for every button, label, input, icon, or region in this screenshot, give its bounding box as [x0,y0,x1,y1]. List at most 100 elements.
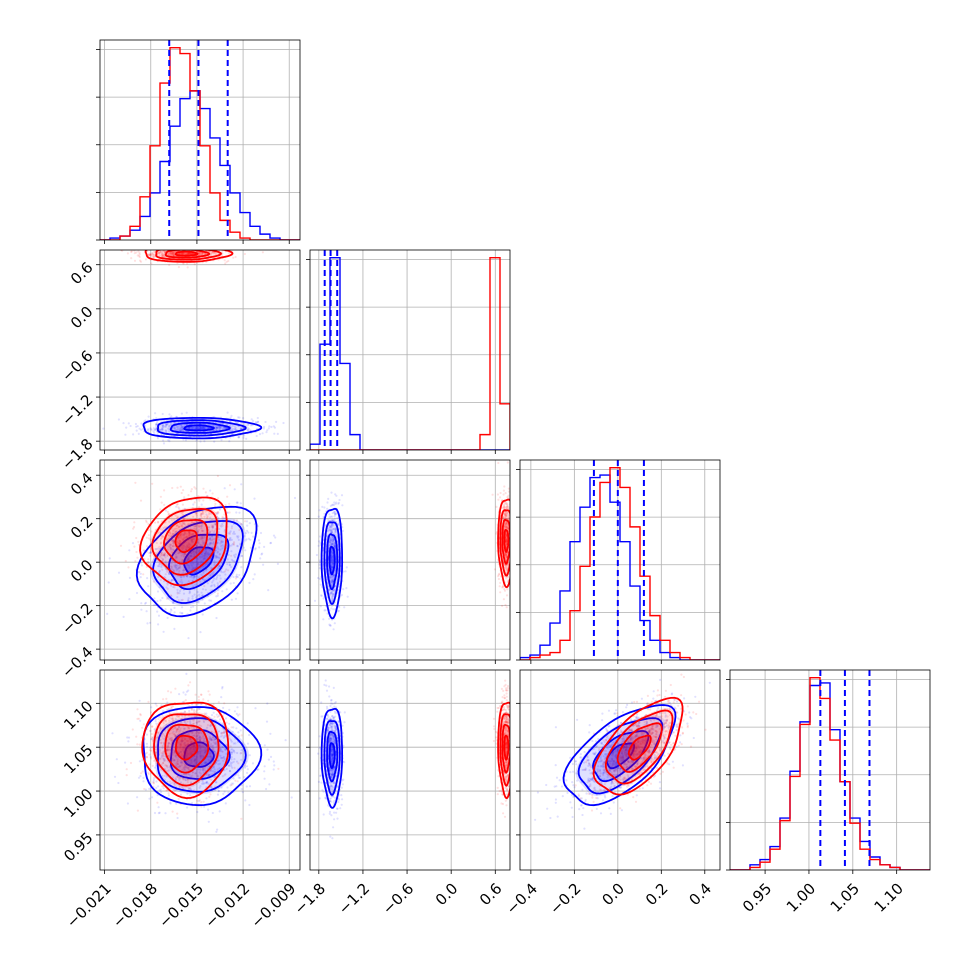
scatter-point [199,427,202,430]
scatter-point [230,748,233,751]
scatter-point [175,530,178,533]
scatter-point [172,540,175,543]
scatter-point [162,630,165,633]
scatter-point [186,575,189,578]
scatter-point [497,461,500,465]
scatter-point [228,440,231,443]
scatter-point [240,554,243,557]
scatter-point [216,474,219,478]
scatter-point [172,541,175,545]
scatter-point [188,575,192,579]
scatter-point [248,803,251,807]
scatter-point [505,606,508,609]
scatter-point [192,426,195,429]
scatter-point [203,440,206,443]
scatter-point [330,519,333,522]
scatter-panel-p0-p1 [96,249,301,454]
scatter-point [505,525,508,528]
scatter-point [186,792,189,795]
scatter-point [194,747,197,750]
scatter-point [200,512,203,515]
scatter-point [175,555,178,558]
scatter-point [242,434,246,437]
scatter-point [180,740,183,743]
scatter-point [170,252,173,255]
scatter-point [218,552,222,556]
scatter-point [191,550,194,553]
scatter-point [197,768,200,771]
scatter-point [205,551,208,554]
scatter-point [238,573,241,577]
panel-content [520,460,720,660]
scatter-point [203,536,207,539]
scatter-point [154,521,157,524]
scatter-point [167,794,170,797]
scatter-point [204,510,207,513]
scatter-point [201,537,204,540]
scatter-point [145,565,148,569]
scatter-point [195,565,198,568]
scatter-point [196,590,199,594]
scatter-point [178,569,181,573]
scatter-point [505,540,508,543]
scatter-point [198,736,201,739]
scatter-point [197,525,200,528]
scatter-point [215,426,218,429]
scatter-point [331,511,334,515]
scatter-point [184,252,187,255]
scatter-point [200,426,203,429]
scatter-point [187,426,190,429]
scatter-point [186,564,189,567]
scatter-point [152,736,155,739]
scatter-point [231,428,235,431]
scatter-point [204,761,207,764]
scatter-point [170,550,173,553]
scatter-point [175,503,179,506]
scatter-point [224,577,227,581]
scatter-point [166,554,169,558]
scatter-point [503,588,506,591]
scatter-point [172,549,175,552]
scatter-point [166,538,169,541]
scatter-point [181,524,184,528]
scatter-point [201,426,204,429]
scatter-point [217,425,221,429]
scatter-point [194,525,197,528]
scatter-point [180,546,183,549]
scatter-point [205,797,208,800]
scatter-point [168,424,171,427]
scatter-point [204,569,207,572]
scatter-point [187,558,190,561]
scatter-point [229,416,232,419]
scatter-point [188,546,191,549]
scatter-point [202,720,206,724]
scatter-point [192,515,195,518]
scatter-point [235,760,239,763]
scatter-point [337,524,341,527]
scatter-point [187,787,190,791]
scatter-point [124,433,127,436]
scatter-point [249,546,252,549]
scatter-point [217,556,221,559]
scatter-point [223,533,226,536]
scatter-point [145,521,148,524]
scatter-point [199,631,202,634]
scatter-point [212,531,215,534]
scatter-point [173,565,176,568]
scatter-point [223,530,226,533]
scatter-point [172,602,175,605]
scatter-point [505,522,508,525]
scatter-point [491,493,494,496]
scatter-point [147,522,150,526]
scatter-point [151,482,154,485]
scatter-point [202,510,205,514]
scatter-point [228,511,231,514]
scatter-point [233,758,236,761]
scatter-point [167,754,170,758]
scatter-point [168,413,171,416]
scatter-point [168,251,171,254]
scatter-point [173,727,177,730]
scatter-point [225,260,228,263]
scatter-point [161,427,164,430]
scatter-point [221,687,224,690]
